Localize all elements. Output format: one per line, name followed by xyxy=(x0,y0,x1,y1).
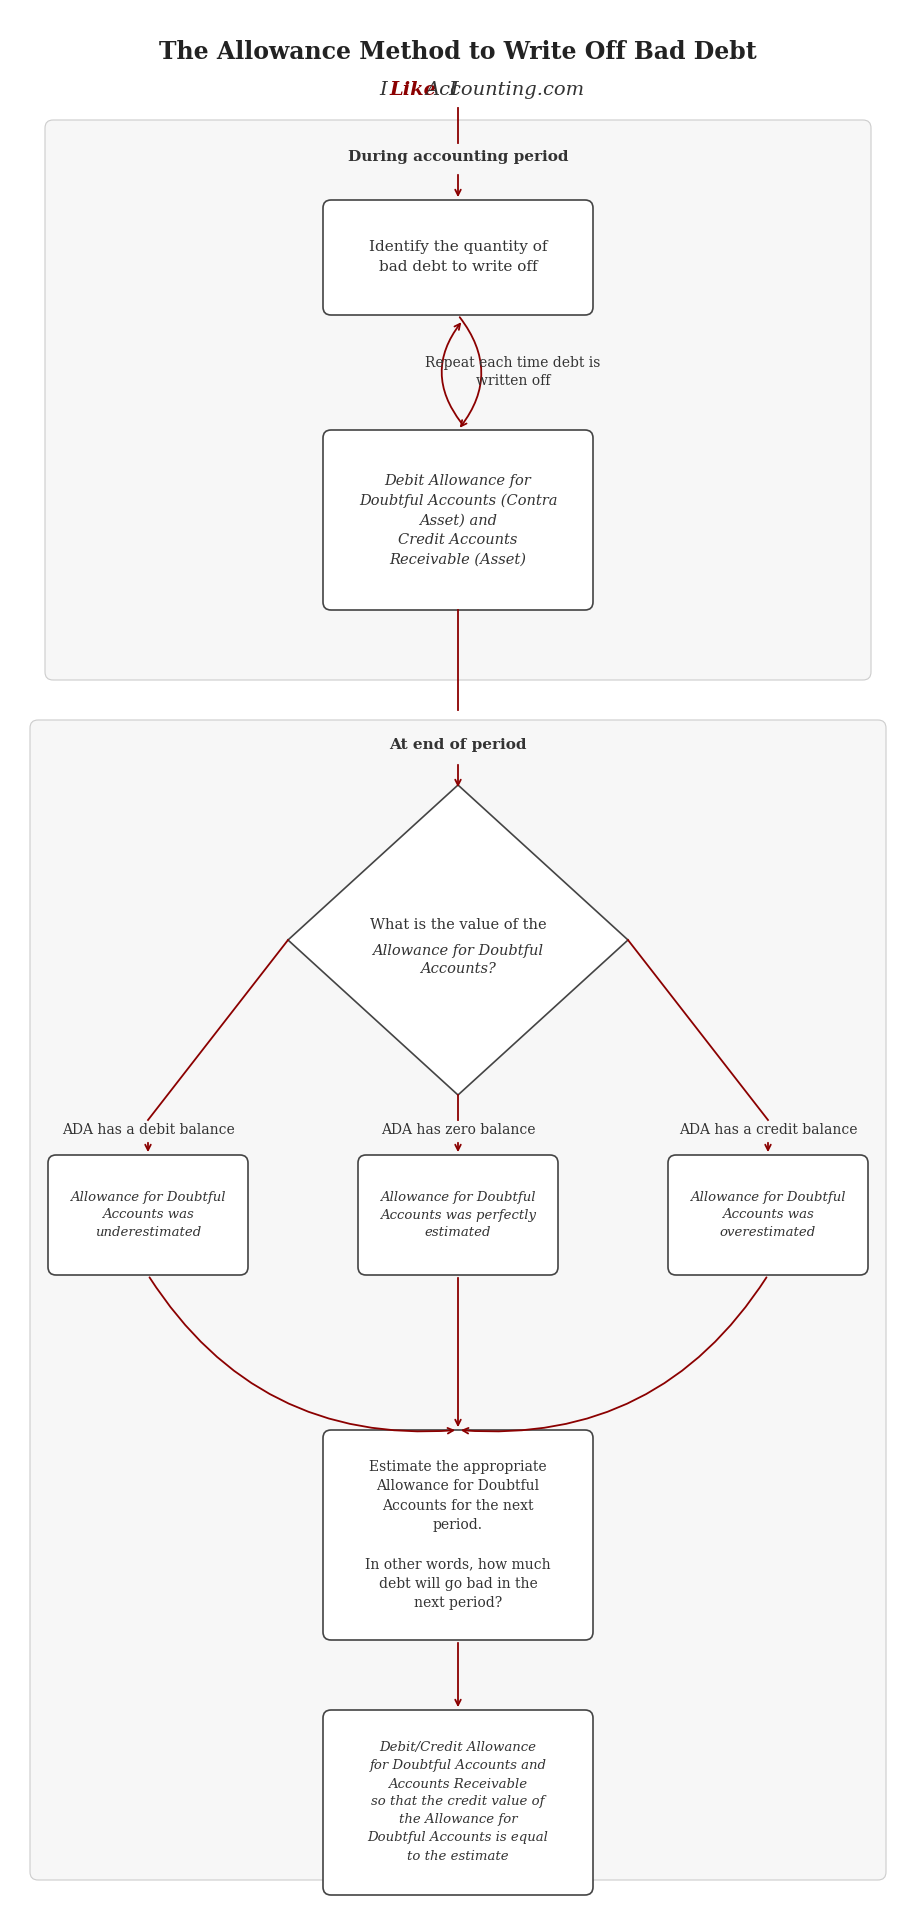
Text: The Allowance Method to Write Off Bad Debt: The Allowance Method to Write Off Bad De… xyxy=(159,40,757,63)
FancyBboxPatch shape xyxy=(323,1711,593,1895)
Text: Estimate the appropriate
Allowance for Doubtful
Accounts for the next
period.

I: Estimate the appropriate Allowance for D… xyxy=(365,1459,551,1611)
Text: Debit/Credit Allowance
for Doubtful Accounts and
Accounts Receivable
so that the: Debit/Credit Allowance for Doubtful Acco… xyxy=(367,1741,549,1862)
Text: At end of period: At end of period xyxy=(389,738,527,752)
Polygon shape xyxy=(288,784,628,1096)
Text: Identify the quantity of
bad debt to write off: Identify the quantity of bad debt to wri… xyxy=(369,240,547,273)
FancyBboxPatch shape xyxy=(45,119,871,680)
FancyBboxPatch shape xyxy=(358,1155,558,1274)
Text: What is the value of the: What is the value of the xyxy=(370,919,546,932)
Text: I: I xyxy=(379,81,387,100)
Text: Allowance for Doubtful
Accounts was perfectly
estimated: Allowance for Doubtful Accounts was perf… xyxy=(380,1192,536,1238)
Text: ADA has a credit balance: ADA has a credit balance xyxy=(679,1122,857,1138)
Text: I: I xyxy=(448,81,456,100)
Text: Allowance for Doubtful
Accounts was
overestimated: Allowance for Doubtful Accounts was over… xyxy=(691,1192,845,1238)
Text: I: I xyxy=(451,81,458,100)
FancyBboxPatch shape xyxy=(30,721,886,1880)
Text: ADA has zero balance: ADA has zero balance xyxy=(381,1122,535,1138)
FancyBboxPatch shape xyxy=(48,1155,248,1274)
Text: Debit Allowance for
Doubtful Accounts (Contra
Asset) and
Credit Accounts
Receiva: Debit Allowance for Doubtful Accounts (C… xyxy=(359,473,557,567)
FancyBboxPatch shape xyxy=(668,1155,868,1274)
Text: Accounting.com: Accounting.com xyxy=(425,81,584,100)
Text: Like: Like xyxy=(389,81,436,100)
Text: Allowance for Doubtful
Accounts was
underestimated: Allowance for Doubtful Accounts was unde… xyxy=(71,1192,225,1238)
Text: Allowance for Doubtful
Accounts?: Allowance for Doubtful Accounts? xyxy=(373,944,543,976)
Text: ADA has a debit balance: ADA has a debit balance xyxy=(61,1122,234,1138)
Text: Repeat each time debt is
written off: Repeat each time debt is written off xyxy=(425,356,601,388)
FancyBboxPatch shape xyxy=(323,1430,593,1639)
Text: During accounting period: During accounting period xyxy=(348,150,568,163)
FancyBboxPatch shape xyxy=(323,200,593,315)
FancyBboxPatch shape xyxy=(323,431,593,609)
